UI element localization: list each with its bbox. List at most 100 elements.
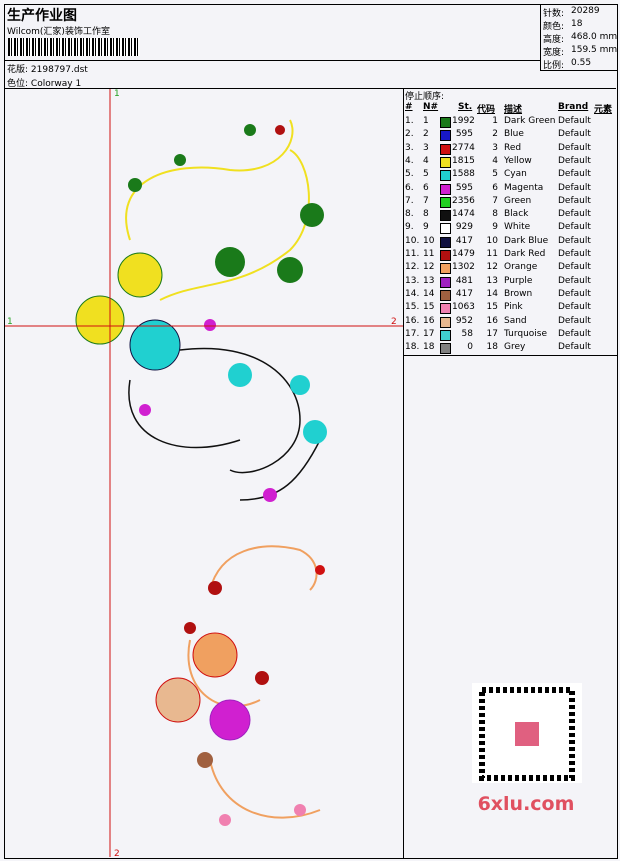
row-index: 5. [405, 169, 414, 180]
brand: Default [558, 235, 591, 246]
swatch [440, 250, 451, 261]
swatch [440, 143, 451, 155]
stitches: 2356 [452, 195, 475, 206]
stitches: 1302 [452, 262, 475, 273]
description: Sand [504, 315, 527, 326]
row-index: 6. [405, 182, 414, 193]
thread-no: 18 [423, 342, 435, 353]
stitches: 481 [455, 275, 473, 286]
swatch [440, 210, 451, 222]
description: Blue [504, 129, 524, 140]
swatch [440, 343, 451, 355]
code: 11 [486, 249, 498, 259]
swatch [440, 156, 451, 168]
colorway: 色位: Colorway 1 [7, 76, 81, 89]
thread-no: 4 [423, 155, 429, 166]
description: Pink [504, 302, 523, 313]
swatch [440, 303, 451, 315]
qr-pattern [479, 687, 575, 781]
stitches: 58 [461, 328, 473, 339]
brand: Default [558, 195, 591, 206]
swatch [440, 183, 451, 195]
swatch [440, 170, 451, 182]
column-header: 代码 [477, 105, 496, 115]
swatch [440, 289, 451, 301]
stitches: 929 [455, 222, 473, 233]
marker: 2 [391, 317, 397, 327]
description: Purple [504, 275, 533, 286]
stitches: 417 [455, 288, 473, 299]
title: 生产作业图 [7, 8, 77, 24]
divider [4, 88, 616, 89]
watermark: 6xlu.com [478, 793, 575, 815]
code: 6 [492, 182, 498, 193]
code: 18 [486, 342, 498, 353]
stitches: 1815 [452, 155, 475, 166]
label: 色位: [7, 79, 29, 89]
swatch [440, 316, 451, 328]
info-label: 高度: [543, 35, 565, 45]
row-index: 2. [405, 129, 414, 140]
description: Yellow [504, 155, 532, 166]
code: 9 [492, 222, 498, 233]
code: 16 [486, 315, 498, 326]
stitches: 0 [467, 342, 473, 353]
row-index: 18. [405, 342, 420, 353]
marker: 2 [114, 849, 120, 859]
thread-no: 5 [423, 169, 429, 180]
stitches: 952 [455, 315, 473, 326]
stitches: 595 [455, 182, 473, 193]
flowers [75, 124, 327, 826]
description: Magenta [504, 182, 544, 193]
stitches: 2774 [452, 142, 475, 153]
brand: Default [558, 222, 591, 233]
code: 7 [492, 195, 498, 206]
qr-logo [515, 722, 539, 746]
code: 2 [492, 129, 498, 140]
brand: Default [558, 315, 591, 326]
brand: Default [558, 129, 591, 140]
brand: Default [558, 328, 591, 339]
swatch [440, 196, 451, 208]
divider [540, 4, 541, 70]
brand: Default [558, 142, 591, 153]
row-index: 10. [405, 235, 420, 246]
info-label: 颜色: [543, 22, 565, 32]
stitches: 595 [455, 129, 473, 140]
description: Black [504, 209, 529, 220]
column-header: Brand [558, 102, 589, 112]
row-index: 14. [405, 288, 420, 299]
thread-no: 7 [423, 195, 429, 206]
description: Red [504, 142, 522, 153]
code: 4 [492, 155, 498, 166]
info-value: 20289 [571, 6, 600, 16]
studio: Wilcom(汇家)装饰工作室 [7, 27, 110, 37]
swatch [440, 329, 451, 341]
description: Dark Green [504, 116, 556, 126]
description: Dark Blue [504, 235, 549, 246]
row-index: 1. [405, 116, 414, 126]
code: 5 [492, 169, 498, 180]
code: 14 [486, 288, 498, 299]
description: Brown [504, 288, 533, 299]
description: Turquoise [504, 328, 548, 339]
info-value: 468.0 mm [571, 32, 618, 42]
description: Orange [504, 262, 538, 273]
code: 1 [492, 116, 498, 126]
barcode [8, 38, 140, 56]
row-index: 15. [405, 302, 420, 313]
table-title: 停止顺序: [405, 92, 445, 102]
divider [403, 88, 404, 858]
row-index: 17. [405, 328, 420, 339]
description: Grey [504, 342, 526, 353]
info-value: 159.5 mm [571, 45, 618, 55]
stitches: 1992 [452, 116, 475, 126]
divider [4, 60, 540, 61]
code: 8 [492, 209, 498, 220]
description: Green [504, 195, 532, 206]
brand: Default [558, 249, 591, 259]
thread-no: 15 [423, 302, 435, 313]
row-index: 11. [405, 249, 420, 259]
